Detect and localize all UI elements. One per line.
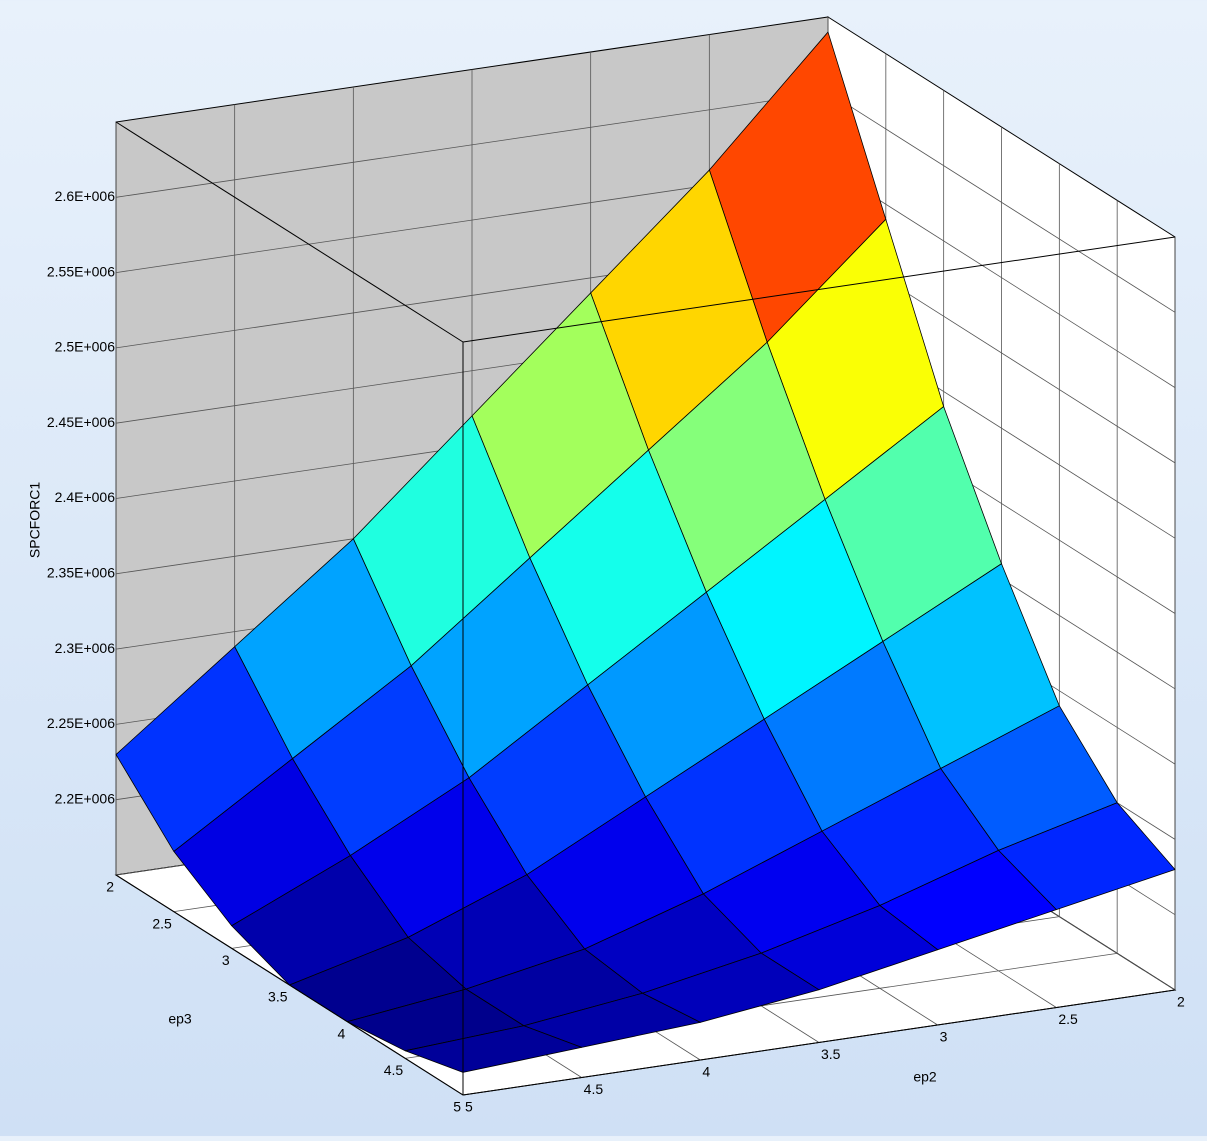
x-tick-label: 2 xyxy=(1177,994,1185,1010)
y-tick-label: 2 xyxy=(106,879,114,895)
box-edge xyxy=(462,989,1176,1096)
z-tick-label: 2.4E+006 xyxy=(55,489,116,505)
z-axis-label: SPCFORC1 xyxy=(27,482,43,558)
y-tick-label: 3 xyxy=(222,952,230,968)
z-tick-label: 2.5E+006 xyxy=(55,339,116,355)
box-edge xyxy=(115,121,464,343)
x-tick-label: 4 xyxy=(702,1064,710,1080)
y-tick-label: 5 xyxy=(453,1099,461,1115)
z-tick-label: 2.45E+006 xyxy=(47,414,115,430)
z-tick-label: 2.55E+006 xyxy=(47,263,115,279)
box-edge xyxy=(115,874,464,1096)
z-tick-label: 2.3E+006 xyxy=(55,640,116,656)
x-tick-label: 5 xyxy=(465,1099,473,1115)
z-tick-label: 2.2E+006 xyxy=(55,790,116,806)
y-tick-label: 3.5 xyxy=(268,989,288,1005)
y-tick-label: 2.5 xyxy=(152,915,172,931)
z-tick-label: 2.6E+006 xyxy=(55,188,116,204)
x-tick-label: 4.5 xyxy=(584,1081,604,1097)
x-axis-label: ep2 xyxy=(913,1069,937,1085)
y-tick-label: 4.5 xyxy=(384,1062,404,1078)
x-tick-label: 3 xyxy=(940,1029,948,1045)
y-axis-label: ep3 xyxy=(168,1011,192,1027)
z-tick-label: 2.35E+006 xyxy=(47,565,115,581)
x-tick-label: 2.5 xyxy=(1058,1011,1078,1027)
z-tick-label: 2.25E+006 xyxy=(47,715,115,731)
x-tick-label: 3.5 xyxy=(821,1046,841,1062)
box-edge xyxy=(462,236,1176,343)
y-tick-label: 4 xyxy=(338,1025,346,1041)
